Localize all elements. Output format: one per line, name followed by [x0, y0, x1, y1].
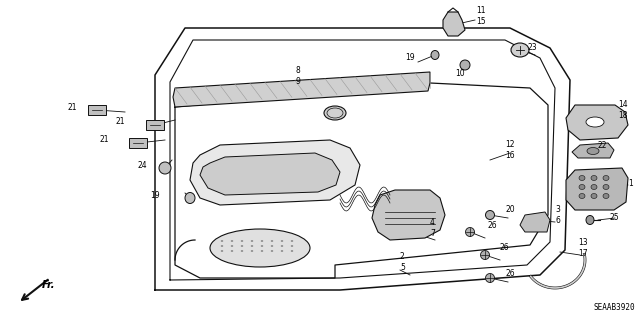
Text: 20: 20: [505, 205, 515, 214]
Text: 4
7: 4 7: [430, 218, 435, 238]
Ellipse shape: [579, 194, 585, 198]
Text: 13
17: 13 17: [578, 238, 588, 258]
Polygon shape: [443, 12, 465, 36]
Text: 19: 19: [405, 53, 415, 62]
Ellipse shape: [486, 211, 495, 219]
Text: 26: 26: [506, 270, 516, 278]
Text: 21: 21: [100, 136, 109, 145]
Ellipse shape: [251, 245, 253, 247]
Ellipse shape: [231, 250, 233, 252]
Text: 10: 10: [455, 70, 465, 78]
Ellipse shape: [271, 250, 273, 252]
Text: 22: 22: [598, 140, 607, 150]
Text: 21: 21: [68, 103, 77, 113]
Ellipse shape: [271, 245, 273, 247]
Ellipse shape: [281, 240, 284, 242]
Polygon shape: [146, 120, 164, 130]
Ellipse shape: [241, 245, 243, 247]
Ellipse shape: [251, 240, 253, 242]
Text: 25: 25: [610, 212, 620, 221]
Ellipse shape: [251, 250, 253, 252]
Ellipse shape: [185, 192, 195, 204]
Ellipse shape: [511, 43, 529, 57]
Text: 26: 26: [500, 243, 509, 253]
Ellipse shape: [591, 184, 597, 189]
Text: 26: 26: [487, 220, 497, 229]
Ellipse shape: [291, 250, 293, 252]
Ellipse shape: [586, 216, 594, 225]
Polygon shape: [572, 143, 614, 158]
Ellipse shape: [281, 245, 284, 247]
Ellipse shape: [591, 194, 597, 198]
Text: 2
5: 2 5: [400, 252, 405, 272]
Ellipse shape: [603, 194, 609, 198]
Text: 3
6: 3 6: [555, 205, 560, 225]
Polygon shape: [173, 72, 430, 107]
Ellipse shape: [271, 240, 273, 242]
Ellipse shape: [159, 162, 171, 174]
Ellipse shape: [603, 175, 609, 181]
Ellipse shape: [579, 175, 585, 181]
Text: 14
18: 14 18: [618, 100, 628, 120]
Ellipse shape: [486, 273, 495, 283]
Ellipse shape: [210, 229, 310, 267]
Ellipse shape: [586, 117, 604, 127]
Ellipse shape: [221, 240, 223, 242]
Ellipse shape: [221, 250, 223, 252]
Ellipse shape: [587, 147, 599, 154]
Ellipse shape: [281, 250, 284, 252]
Ellipse shape: [291, 240, 293, 242]
Ellipse shape: [221, 245, 223, 247]
Polygon shape: [88, 105, 106, 115]
Ellipse shape: [465, 227, 474, 236]
Text: 21: 21: [115, 117, 125, 127]
Ellipse shape: [291, 245, 293, 247]
Ellipse shape: [260, 240, 263, 242]
Polygon shape: [372, 190, 445, 240]
Ellipse shape: [579, 184, 585, 189]
Polygon shape: [200, 153, 340, 195]
Text: 1: 1: [628, 179, 633, 188]
Text: 24: 24: [138, 160, 148, 169]
Polygon shape: [520, 212, 550, 232]
Text: Fr.: Fr.: [42, 280, 56, 290]
Text: SEAAB3920: SEAAB3920: [593, 303, 635, 312]
Polygon shape: [129, 138, 147, 148]
Ellipse shape: [241, 250, 243, 252]
Polygon shape: [566, 168, 628, 210]
Text: 23: 23: [528, 42, 538, 51]
Ellipse shape: [260, 250, 263, 252]
Ellipse shape: [431, 50, 439, 60]
Text: 8
9: 8 9: [295, 66, 300, 86]
Polygon shape: [566, 105, 628, 140]
Text: 12
16: 12 16: [505, 140, 515, 160]
Text: 11
15: 11 15: [476, 6, 486, 26]
Ellipse shape: [324, 106, 346, 120]
Text: 19: 19: [150, 190, 159, 199]
Ellipse shape: [603, 184, 609, 189]
Ellipse shape: [241, 240, 243, 242]
Ellipse shape: [591, 175, 597, 181]
Polygon shape: [190, 140, 360, 205]
Ellipse shape: [460, 60, 470, 70]
Ellipse shape: [481, 250, 490, 259]
Ellipse shape: [260, 245, 263, 247]
Ellipse shape: [231, 240, 233, 242]
Ellipse shape: [231, 245, 233, 247]
